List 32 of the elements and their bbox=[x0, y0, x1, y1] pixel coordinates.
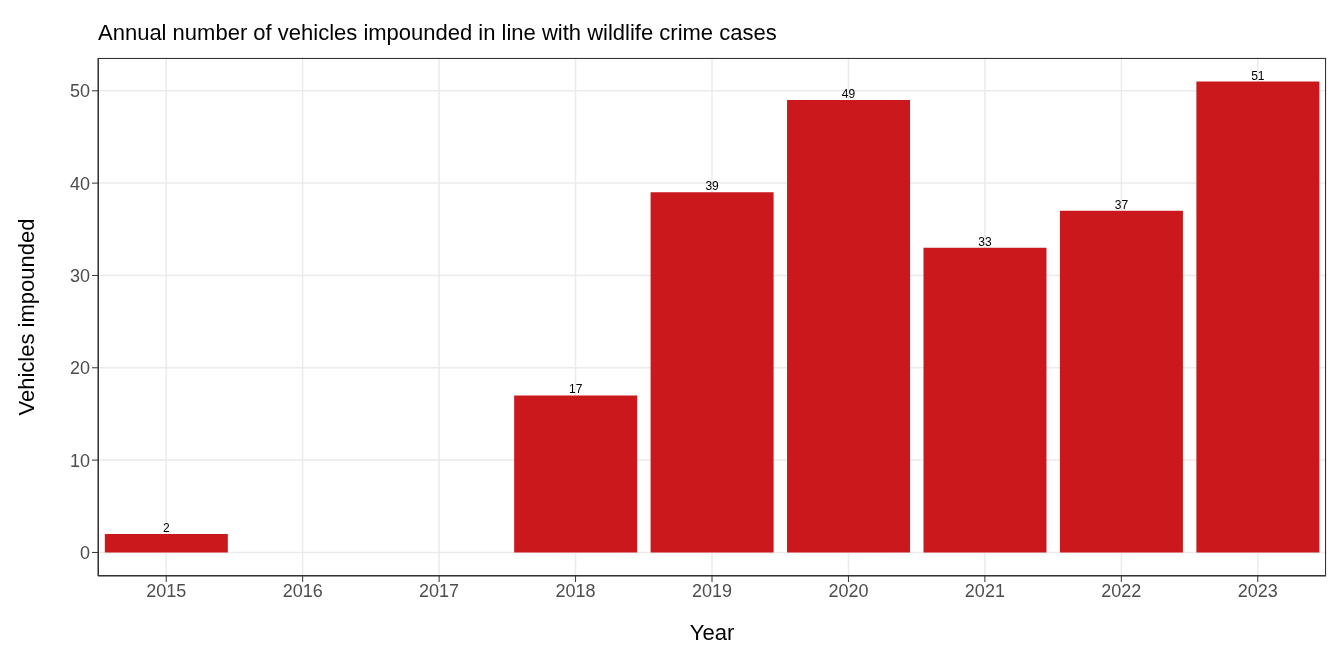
y-tick-label: 50 bbox=[69, 81, 90, 102]
x-tick-label: 2021 bbox=[964, 580, 1005, 601]
x-tick-label: 2017 bbox=[419, 580, 460, 601]
x-axis-title: Year bbox=[689, 620, 735, 645]
y-axis-title: Vehicles impounded bbox=[13, 218, 39, 416]
bar bbox=[514, 395, 638, 553]
bar bbox=[923, 247, 1047, 553]
data-label: 37 bbox=[1114, 197, 1129, 212]
bar bbox=[650, 192, 774, 553]
y-tick-label: 30 bbox=[69, 265, 90, 286]
x-tick-label: 2019 bbox=[691, 580, 733, 601]
x-tick-label: 2018 bbox=[555, 580, 596, 601]
bar bbox=[104, 533, 228, 553]
y-tick-label: 10 bbox=[69, 450, 90, 471]
x-tick-label: 2022 bbox=[1101, 580, 1142, 601]
bar bbox=[1196, 81, 1320, 553]
y-tick-label: 40 bbox=[69, 173, 90, 194]
y-tick-label: 0 bbox=[79, 542, 90, 563]
chart-title: Annual number of vehicles impounded in line with wildlife crime cases bbox=[98, 20, 777, 46]
bar bbox=[787, 100, 911, 553]
data-label: 33 bbox=[978, 234, 992, 249]
data-label: 39 bbox=[705, 179, 720, 194]
x-tick-label: 2015 bbox=[146, 580, 187, 601]
x-tick-label: 2016 bbox=[282, 580, 323, 601]
data-label: 51 bbox=[1251, 68, 1265, 83]
y-tick-label: 20 bbox=[69, 358, 90, 379]
x-tick-label: 2023 bbox=[1237, 580, 1278, 601]
x-tick-label: 2020 bbox=[828, 580, 869, 601]
data-label: 2 bbox=[162, 520, 170, 535]
bar bbox=[1059, 210, 1183, 553]
data-label: 17 bbox=[568, 382, 583, 397]
data-label: 49 bbox=[841, 87, 856, 102]
